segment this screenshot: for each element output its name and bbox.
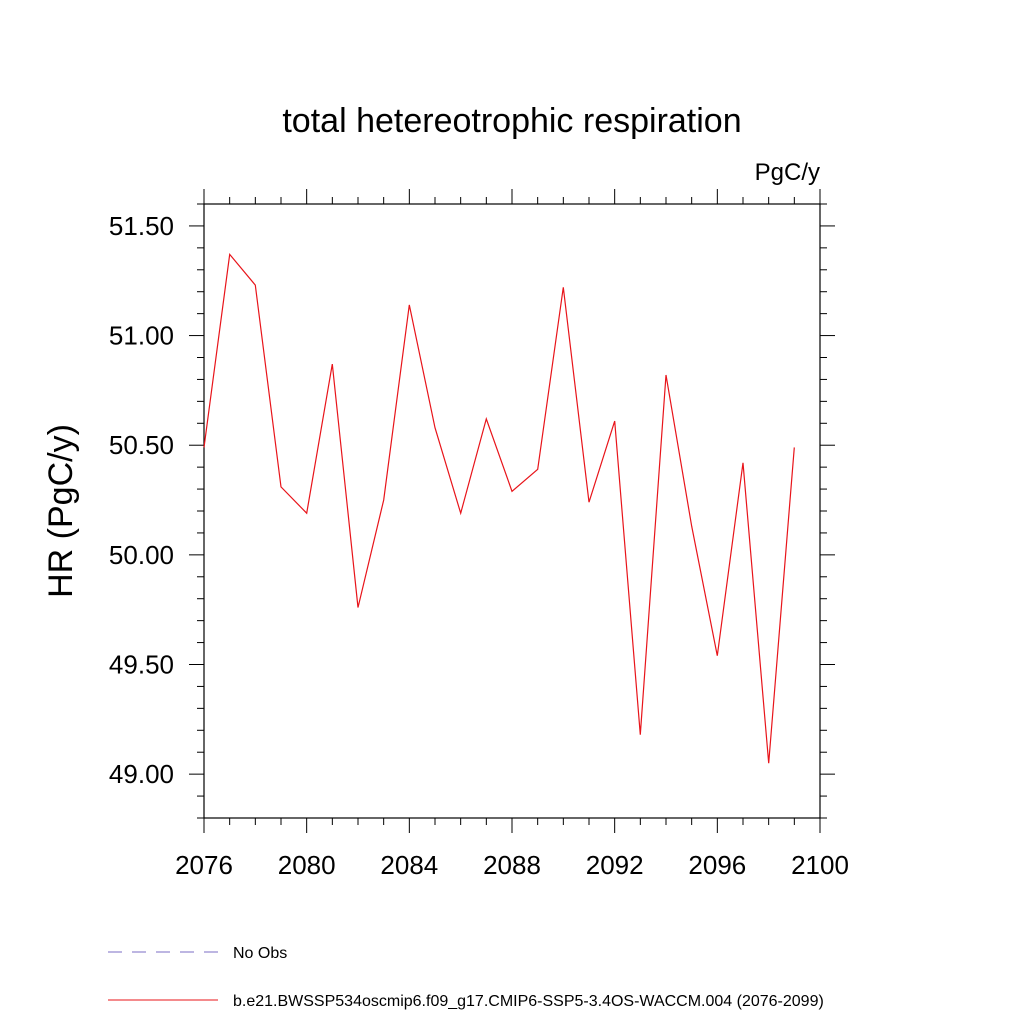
y-tick-label: 51.00 bbox=[109, 321, 174, 351]
y-axis-label: HR (PgC/y) bbox=[42, 424, 80, 598]
axis-tick-labels: 2076 2080 2084 2088 2092 2096 2100 49.00 49.50 50… bbox=[109, 211, 849, 880]
x-tick-label: 2088 bbox=[483, 850, 541, 880]
x-tick-label: 2096 bbox=[688, 850, 746, 880]
units-label: PgC/y bbox=[755, 159, 820, 186]
legend-label: No Obs bbox=[233, 945, 287, 962]
x-tick-label: 2076 bbox=[175, 850, 233, 880]
x-tick-label: 2092 bbox=[586, 850, 644, 880]
y-tick-label: 49.00 bbox=[109, 759, 174, 789]
series-line bbox=[203, 252, 795, 764]
y-tick-label: 50.50 bbox=[109, 430, 174, 460]
x-tick-label: 2084 bbox=[380, 850, 438, 880]
legend: No Obs b.e21.BWSSP534oscmip6.f09_g17.CMIP… bbox=[108, 945, 824, 1010]
y-tick-label: 49.50 bbox=[109, 650, 174, 680]
chart-title: total hetereotrophic respiration bbox=[282, 102, 741, 140]
axis-ticks bbox=[189, 189, 835, 833]
y-tick-label: 51.50 bbox=[109, 211, 174, 241]
legend-label: b.e21.BWSSP534oscmip6.f09_g17.CMIP6-SSP5… bbox=[233, 993, 824, 1010]
x-tick-label: 2080 bbox=[278, 850, 336, 880]
y-tick-label: 50.00 bbox=[109, 540, 174, 570]
series-lines bbox=[203, 252, 795, 764]
x-tick-label: 2100 bbox=[791, 850, 849, 880]
